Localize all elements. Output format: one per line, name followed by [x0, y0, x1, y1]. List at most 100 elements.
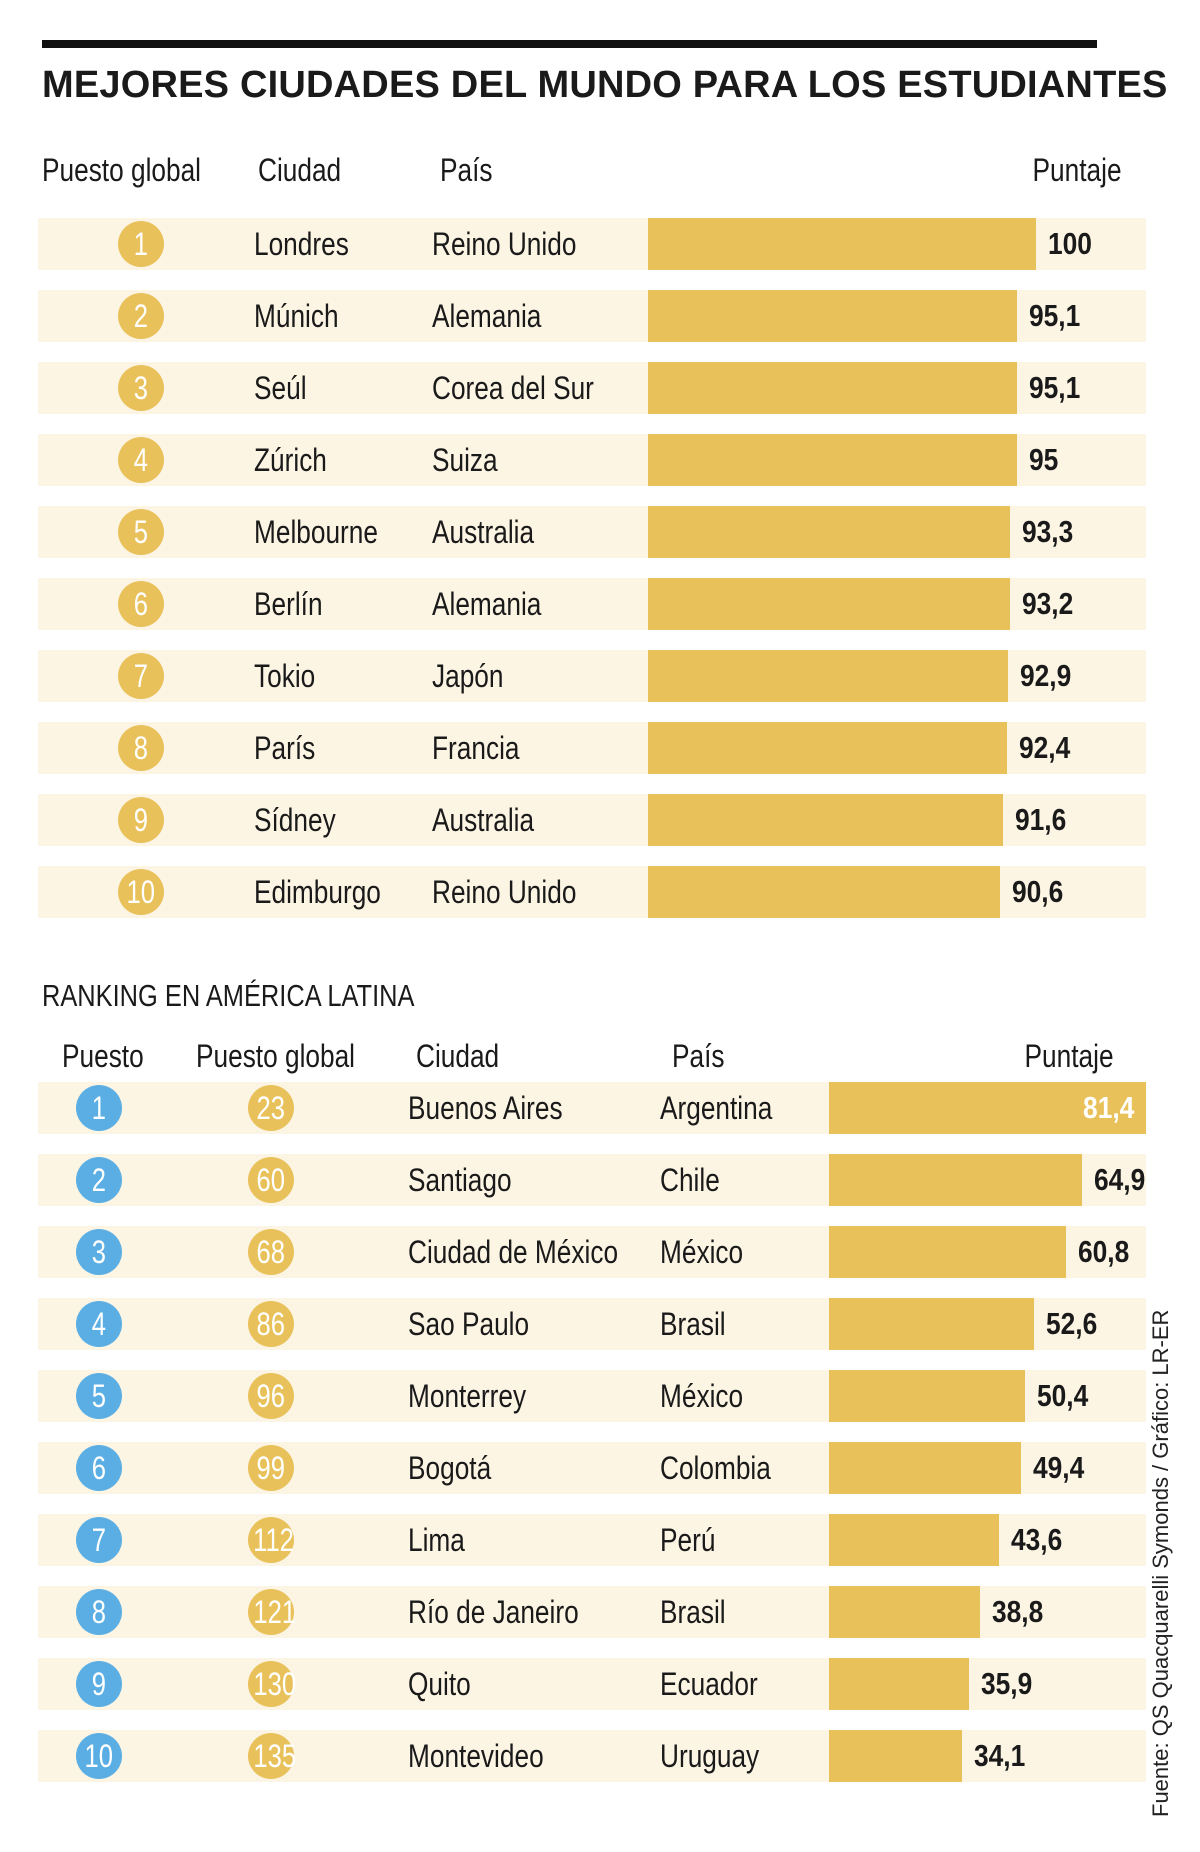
rank-badge: 2: [118, 293, 164, 339]
table-row: 3 Seúl Corea del Sur 95,1: [38, 362, 1146, 414]
country-label: Japón: [432, 658, 504, 694]
city-label: Tokio: [254, 658, 316, 694]
city-label: Monterrey: [408, 1378, 527, 1414]
score-bar: [829, 1226, 1066, 1278]
table-row: 5 Melbourne Australia 93,3: [38, 506, 1146, 558]
score-label: 92,9: [1020, 658, 1072, 693]
latam-rank-badge-text: 7: [91, 1522, 107, 1558]
rank-badge: 1: [118, 221, 164, 267]
latam-rank-badge-text: 3: [91, 1234, 107, 1270]
country-label: Reino Unido: [432, 226, 577, 262]
latam-rank-badge: 4: [76, 1301, 122, 1347]
table-row: 6 99 Bogotá Colombia 49,4: [38, 1442, 1146, 1494]
rank-badge-text: 8: [133, 730, 149, 766]
country-label: Chile: [660, 1162, 720, 1198]
country-label: Colombia: [660, 1450, 771, 1486]
score-bar: [829, 1154, 1082, 1206]
city-label: Ciudad de México: [408, 1234, 619, 1270]
table-row: 8 121 Río de Janeiro Brasil 38,8: [38, 1586, 1146, 1638]
score-bar: [648, 290, 1017, 342]
global-rank-badge: 68: [248, 1229, 294, 1275]
table-row: 9 Sídney Australia 91,6: [38, 794, 1146, 846]
latam-rank-badge: 6: [76, 1445, 122, 1491]
country-label: Brasil: [660, 1594, 726, 1630]
score-bar: [648, 506, 1010, 558]
score-label: 60,8: [1077, 1234, 1130, 1269]
latam-rank-badge: 1: [76, 1085, 122, 1131]
latam-subtitle: RANKING EN AMÉRICA LATINA: [42, 978, 415, 1013]
city-label: Santiago: [408, 1162, 512, 1198]
score-label: 93,2: [1021, 586, 1073, 621]
score-bar: [829, 1442, 1022, 1494]
chart-title: MEJORES CIUDADES DEL MUNDO PARA LOS ESTU…: [42, 64, 1168, 106]
table-row: 1 Londres Reino Unido 100: [38, 218, 1146, 270]
rank-badge: 8: [118, 725, 164, 771]
rank-badge: 3: [118, 365, 164, 411]
city-label: Sao Paulo: [408, 1306, 530, 1342]
latam-rank-badge-text: 9: [91, 1666, 107, 1702]
score-label: 49,4: [1033, 1450, 1085, 1485]
rank-badge-text: 5: [133, 514, 149, 550]
score-label: 100: [1048, 226, 1092, 261]
latam-rank-badge-text: 2: [91, 1162, 107, 1198]
source-credit: Fuente: QS Quacquarelli Symonds / Gráfic…: [1148, 1309, 1173, 1817]
latam-rank-badge-text: 10: [84, 1738, 114, 1774]
score-bar: [648, 578, 1010, 630]
global-rank-badge: 60: [248, 1157, 294, 1203]
score-label: 91,6: [1015, 802, 1067, 837]
country-label: Suiza: [432, 442, 498, 478]
score-label: 50,4: [1037, 1378, 1089, 1413]
score-bar: [829, 1514, 999, 1566]
table-row: 7 112 Lima Perú 43,6: [38, 1514, 1146, 1566]
table-row: 1 23 Buenos Aires Argentina 81,4: [38, 1082, 1146, 1134]
global-rank-badge-text: 112: [253, 1522, 294, 1558]
city-label: Quito: [408, 1666, 471, 1702]
country-label: México: [660, 1378, 744, 1414]
table-row: 10 135 Montevideo Uruguay 34,1: [38, 1730, 1146, 1782]
rank-badge: 4: [118, 437, 164, 483]
global-header-country: País: [440, 152, 493, 188]
latam-header-rank: Puesto: [62, 1038, 144, 1074]
rank-badge-text: 10: [126, 874, 156, 910]
score-label: 38,8: [992, 1594, 1044, 1629]
title-rule: [42, 40, 1097, 48]
latam-header-city: Ciudad: [416, 1038, 500, 1074]
city-label: Seúl: [254, 370, 307, 406]
global-rank-badge-text: 99: [256, 1450, 286, 1486]
city-label: Lima: [408, 1522, 465, 1558]
score-bar: [648, 794, 1004, 846]
score-bar: [648, 650, 1009, 702]
table-row: 2 60 Santiago Chile 64,9: [38, 1154, 1146, 1206]
country-label: Corea del Sur: [432, 370, 594, 406]
score-bar: [829, 1298, 1034, 1350]
global-rank-badge: 23: [248, 1085, 294, 1131]
global-header-score: Puntaje: [1033, 152, 1122, 188]
rank-badge-text: 7: [133, 658, 149, 694]
city-label: Río de Janeiro: [408, 1594, 579, 1630]
rank-badge-text: 4: [133, 442, 149, 478]
country-label: Brasil: [660, 1306, 726, 1342]
rank-badge: 9: [118, 797, 164, 843]
country-label: Reino Unido: [432, 874, 577, 910]
score-bar: [829, 1370, 1026, 1422]
latam-rank-badge: 7: [76, 1517, 122, 1563]
city-label: Edimburgo: [254, 874, 381, 910]
global-rank-badge: 135: [248, 1733, 296, 1779]
country-label: Ecuador: [660, 1666, 758, 1702]
latam-rank-badge: 5: [76, 1373, 122, 1419]
score-bar: [648, 218, 1036, 270]
rank-badge: 6: [118, 581, 164, 627]
rank-badge-text: 2: [133, 298, 149, 334]
table-row: 9 130 Quito Ecuador 35,9: [38, 1658, 1146, 1710]
score-label: 90,6: [1011, 874, 1063, 909]
latam-rank-badge: 3: [76, 1229, 122, 1275]
score-bar: [829, 1082, 1146, 1134]
score-label: 92,4: [1018, 730, 1070, 765]
global-rank-badge: 112: [248, 1517, 294, 1563]
global-rank-badge: 130: [248, 1661, 296, 1707]
global-rank-badge-text: 23: [256, 1090, 286, 1126]
score-bar: [829, 1730, 962, 1782]
country-label: Perú: [660, 1522, 716, 1558]
latam-rank-badge: 9: [76, 1661, 122, 1707]
